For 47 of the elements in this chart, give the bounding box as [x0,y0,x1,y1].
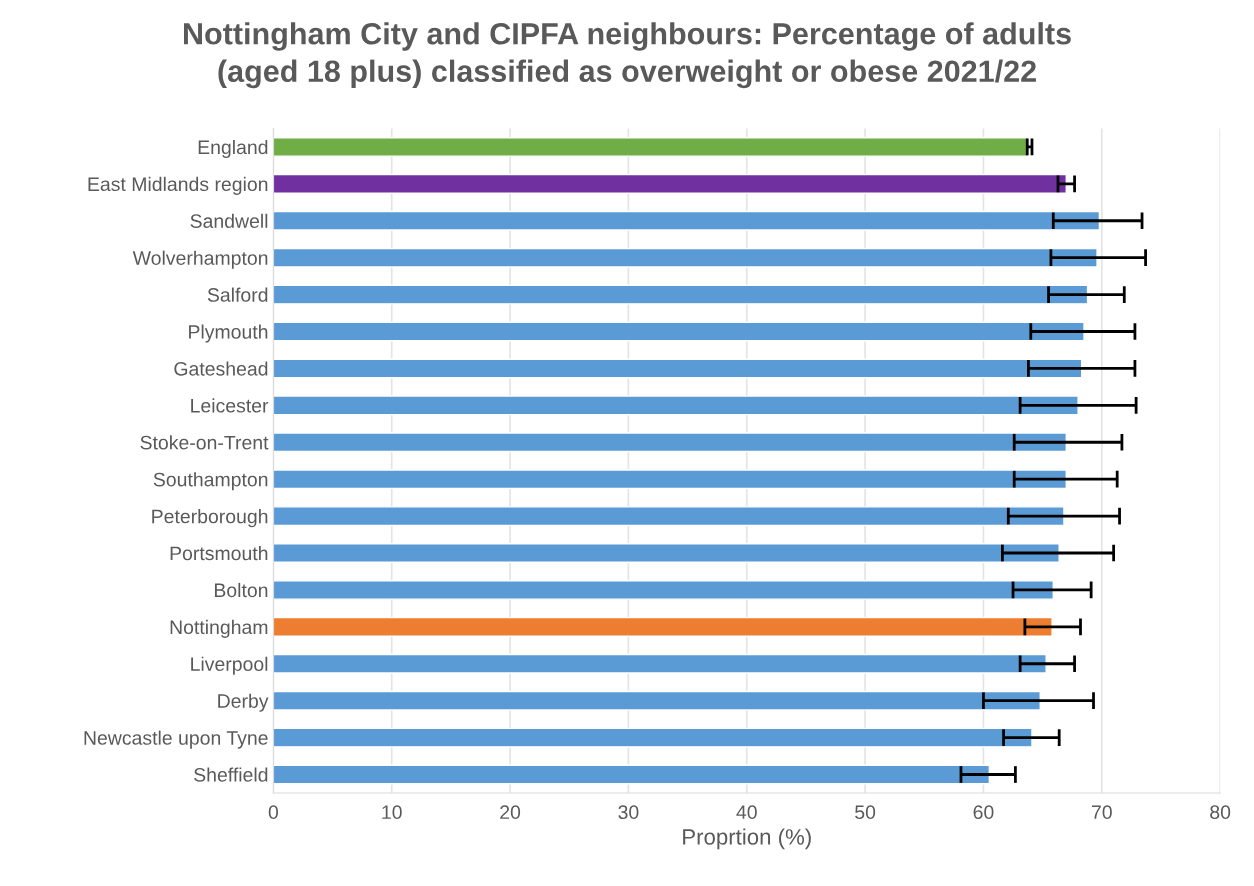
y-tick-label: Wolverhampton [132,250,268,269]
y-tick-label: Salford [207,287,268,302]
y-tick-label: Sheffield [194,767,268,782]
bar [273,469,1067,490]
y-tick-label: Liverpool [191,656,268,675]
x-tick-label: 30 [618,805,639,820]
bar [273,690,1041,711]
bar [273,284,1089,305]
x-tick-label: 80 [1210,805,1231,820]
y-tick-label: Gateshead [174,361,268,376]
y-tick-label: Peterborough [152,509,268,528]
y-tick-label: Bolton [214,582,268,598]
bar [273,210,1101,231]
bar [273,432,1067,453]
y-tick-label: Plymouth [189,324,268,343]
bar [273,616,1053,637]
y-tick-label: Derby [218,693,269,712]
bar [273,247,1098,268]
bar [273,580,1054,600]
y-tick-label: Portsmouth [170,545,268,561]
bar [273,727,1033,748]
y-tick-label: Southampton [153,472,268,491]
bar [273,358,1083,379]
bar [273,764,991,785]
x-tick-label: 40 [736,805,757,820]
bar [273,321,1085,342]
x-tick-label: 60 [973,805,994,820]
x-tick-label: 0 [268,805,279,820]
x-axis-title: Proprtion (%) [683,828,811,850]
y-tick-label: Leicester [191,398,269,413]
y-tick-label: Sandwell [190,213,268,228]
x-tick-label: 20 [500,805,521,820]
x-tick-label: 10 [382,805,402,820]
bar [273,137,1030,157]
bar [273,653,1047,674]
y-tick-label: East Midlands region [88,176,268,195]
bar [273,173,1067,194]
y-tick-label: Nottingham [170,619,268,638]
bar [273,543,1060,563]
bar [273,395,1079,416]
chart-title: Nottingham City and CIPFA neighbours: Percentage of adults (aged 18 plus) classified as overweight or obese 2021/22 [184,22,1071,89]
bar [273,506,1065,527]
y-tick-label: England [198,139,268,159]
y-tick-label: Newcastle upon Tyne [84,730,268,749]
x-tick-label: 70 [1091,805,1112,820]
x-tick-label: 50 [855,805,876,820]
y-tick-label: Stoke-on-Trent [140,435,269,450]
